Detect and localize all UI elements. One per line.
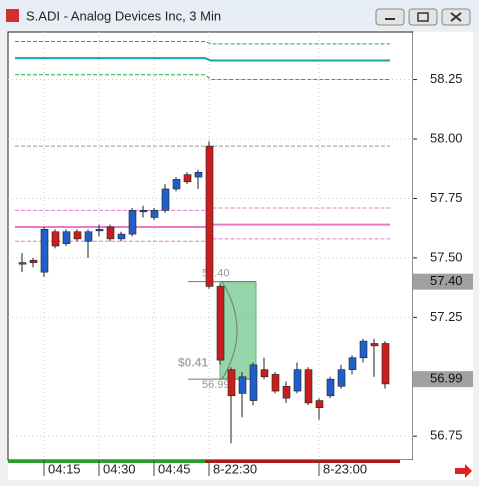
price-marker bbox=[413, 273, 473, 290]
candle-body bbox=[216, 286, 225, 361]
candle-body bbox=[29, 259, 38, 263]
candle-body bbox=[18, 262, 27, 265]
candle-body bbox=[260, 369, 269, 378]
x-tick-label: 8-22:30 bbox=[213, 461, 257, 476]
reference-line bbox=[15, 57, 390, 62]
minimize-icon bbox=[385, 18, 395, 20]
measure-arc bbox=[221, 281, 238, 380]
candle-body bbox=[249, 364, 258, 401]
maximize-icon bbox=[417, 12, 429, 22]
candle-body bbox=[304, 369, 313, 404]
candle-body bbox=[161, 188, 170, 211]
candle-body bbox=[150, 210, 159, 218]
price-marker-label: 56.99 bbox=[430, 371, 463, 386]
close-icon bbox=[450, 12, 462, 22]
y-tick-label: 58.25 bbox=[430, 71, 463, 86]
x-tick-label: 04:30 bbox=[103, 461, 136, 476]
x-tick-label: 8-23:00 bbox=[323, 461, 367, 476]
candle-body bbox=[117, 233, 126, 240]
price-axis bbox=[413, 32, 473, 460]
maximize-button[interactable] bbox=[408, 8, 438, 26]
session-bar-regular bbox=[205, 460, 400, 463]
candle-body bbox=[337, 369, 346, 387]
candle-body bbox=[128, 210, 137, 235]
measure-box bbox=[219, 281, 257, 380]
candle-body bbox=[315, 400, 324, 408]
price-marker bbox=[413, 371, 473, 388]
candle-body bbox=[227, 369, 236, 397]
candle-body bbox=[348, 357, 357, 370]
candle-body bbox=[51, 231, 60, 247]
candle-body bbox=[194, 171, 203, 178]
candle-body bbox=[370, 343, 379, 347]
y-tick-label: 57.50 bbox=[430, 249, 463, 264]
candle-body bbox=[84, 231, 93, 242]
y-tick-label: 58.00 bbox=[430, 130, 463, 145]
x-tick-label: 04:15 bbox=[48, 461, 81, 476]
window-buttons[interactable] bbox=[375, 8, 471, 26]
session-bar-pre bbox=[8, 460, 205, 463]
measure-low-label: 56.99 bbox=[202, 379, 230, 391]
candle-body bbox=[238, 376, 247, 394]
scroll-arrow[interactable] bbox=[455, 464, 472, 478]
app-icon bbox=[6, 9, 19, 22]
candle-body bbox=[381, 343, 390, 385]
candle-body bbox=[326, 378, 335, 397]
measure-change-label: $0.41 bbox=[178, 355, 208, 369]
candle-body bbox=[282, 385, 291, 399]
y-tick-label: 56.75 bbox=[430, 428, 463, 443]
price-marker-label: 57.40 bbox=[430, 273, 463, 288]
reference-line bbox=[15, 41, 390, 45]
time-axis bbox=[8, 460, 473, 480]
candle-body bbox=[62, 231, 71, 244]
y-tick-label: 57.25 bbox=[430, 309, 463, 324]
candle-body bbox=[106, 226, 115, 240]
candle-body bbox=[40, 229, 49, 273]
candle-body bbox=[139, 210, 148, 213]
reference-line bbox=[15, 74, 390, 81]
candle-body bbox=[359, 340, 368, 359]
candle-body bbox=[205, 145, 214, 287]
candle-body bbox=[183, 174, 192, 183]
candle-body bbox=[271, 374, 280, 392]
candle-body bbox=[293, 369, 302, 392]
minimize-button[interactable] bbox=[375, 8, 405, 26]
window-title: S.ADI - Analog Devices Inc, 3 Min bbox=[26, 8, 221, 23]
candle-body bbox=[95, 229, 104, 232]
candle-body bbox=[172, 179, 181, 190]
x-tick-label: 04:45 bbox=[158, 461, 191, 476]
y-tick-label: 57.75 bbox=[430, 190, 463, 205]
candle-body bbox=[73, 231, 82, 240]
